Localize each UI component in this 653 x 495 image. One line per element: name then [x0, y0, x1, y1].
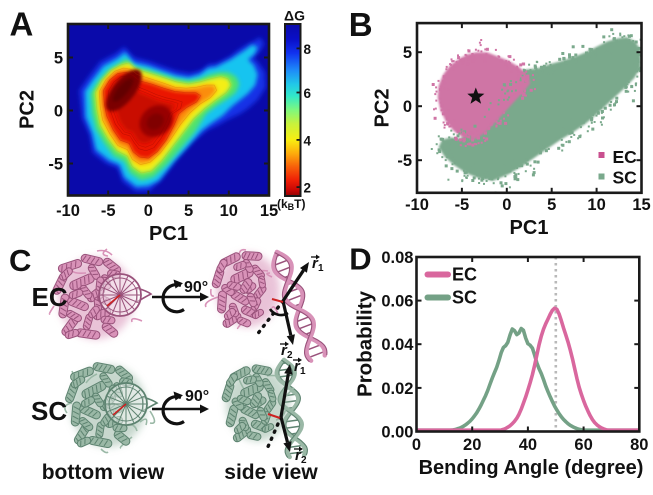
svg-text:0: 0: [54, 103, 63, 121]
svg-text:(kBT): (kBT): [277, 197, 306, 212]
svg-text:90°: 90°: [185, 388, 209, 405]
svg-text:0.04: 0.04: [381, 336, 414, 354]
svg-text:0: 0: [502, 196, 511, 214]
svg-text:EC: EC: [452, 265, 477, 285]
svg-text:B: B: [349, 6, 373, 43]
svg-text:r: r: [281, 342, 288, 359]
svg-text:EC: EC: [32, 282, 68, 312]
svg-text:SC: SC: [452, 288, 477, 308]
svg-text:0.00: 0.00: [381, 424, 413, 442]
svg-text:8: 8: [304, 42, 312, 57]
svg-text:-5: -5: [397, 152, 412, 170]
svg-text:2: 2: [304, 181, 312, 196]
svg-text:PC2: PC2: [372, 89, 394, 128]
svg-text:-10: -10: [56, 202, 80, 220]
svg-text:r: r: [294, 358, 301, 375]
svg-text:20: 20: [463, 436, 481, 454]
svg-text:ΔG: ΔG: [284, 8, 305, 24]
svg-text:40: 40: [519, 436, 537, 454]
svg-text:C: C: [9, 243, 31, 278]
svg-text:PC1: PC1: [149, 223, 188, 245]
svg-text:0.06: 0.06: [381, 293, 413, 311]
svg-text:15: 15: [632, 196, 650, 214]
svg-text:5: 5: [54, 50, 63, 68]
svg-text:1: 1: [300, 366, 306, 377]
svg-text:1: 1: [318, 263, 324, 274]
svg-text:PC2: PC2: [17, 90, 39, 129]
svg-text:2: 2: [301, 455, 307, 466]
svg-text:SC: SC: [31, 396, 67, 426]
svg-text:EC: EC: [613, 147, 638, 167]
svg-text:Probability: Probability: [354, 290, 377, 397]
svg-text:r: r: [312, 255, 319, 272]
svg-text:6: 6: [304, 86, 312, 101]
svg-text:0: 0: [403, 98, 412, 116]
svg-text:0.02: 0.02: [381, 380, 413, 398]
svg-text:side view: side view: [224, 461, 318, 484]
svg-text:0: 0: [144, 202, 153, 220]
svg-text:2: 2: [287, 350, 293, 361]
svg-text:15: 15: [260, 202, 278, 220]
svg-text:10: 10: [587, 196, 605, 214]
svg-text:SC: SC: [613, 168, 638, 188]
svg-text:-10: -10: [405, 196, 429, 214]
svg-text:-5: -5: [455, 196, 470, 214]
svg-text:80: 80: [630, 436, 648, 454]
svg-text:4: 4: [304, 133, 312, 148]
svg-text:90°: 90°: [184, 279, 208, 296]
svg-text:10: 10: [220, 202, 238, 220]
svg-text:60: 60: [574, 436, 592, 454]
svg-text:PC1: PC1: [510, 217, 549, 239]
svg-text:-5: -5: [48, 156, 63, 174]
svg-text:r: r: [295, 447, 302, 464]
svg-text:-5: -5: [101, 202, 116, 220]
svg-text:0: 0: [412, 436, 421, 454]
svg-text:D: D: [349, 242, 371, 277]
svg-text:5: 5: [403, 44, 412, 62]
svg-text:Bending Angle (degree): Bending Angle (degree): [419, 457, 644, 479]
svg-text:A: A: [10, 6, 34, 43]
svg-text:5: 5: [547, 196, 556, 214]
svg-text:0.08: 0.08: [381, 249, 413, 267]
svg-text:bottom view: bottom view: [42, 461, 165, 484]
svg-text:5: 5: [184, 202, 193, 220]
